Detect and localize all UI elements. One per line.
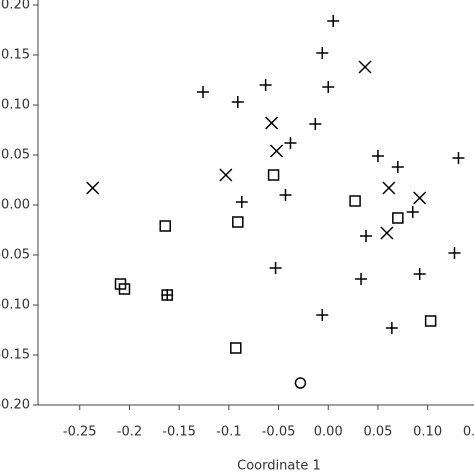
cross-point bbox=[413, 191, 427, 205]
cross-point bbox=[382, 181, 396, 195]
square-point bbox=[267, 169, 280, 181]
plus-point bbox=[316, 47, 329, 59]
square-point bbox=[424, 315, 437, 327]
plus-point bbox=[452, 152, 465, 164]
square-point bbox=[392, 212, 404, 224]
plus-point bbox=[406, 206, 419, 218]
x-tick-label: 0.10 bbox=[413, 425, 442, 440]
x-tick-label: -0.15 bbox=[162, 425, 196, 440]
circle-point bbox=[294, 377, 307, 389]
square-point bbox=[232, 216, 244, 228]
plus-point bbox=[284, 137, 297, 149]
plus-point bbox=[355, 273, 368, 285]
square-point bbox=[230, 342, 242, 354]
x-tick-label: -0.1 bbox=[216, 425, 241, 440]
x-axis-label: Coordinate 1 bbox=[237, 459, 321, 474]
plus-point bbox=[161, 289, 174, 301]
cross-point bbox=[380, 226, 394, 240]
plus-point bbox=[413, 268, 426, 280]
y-tick-label: 0.05 bbox=[1, 148, 30, 163]
y-tick-label: 0.10 bbox=[1, 98, 30, 113]
plus-point bbox=[279, 189, 292, 201]
x-tick-label: 0.00 bbox=[314, 425, 343, 440]
square-point bbox=[159, 220, 171, 232]
y-tick-label: -0.15 bbox=[0, 348, 30, 363]
y-tick-label: -0.20 bbox=[0, 398, 30, 413]
y-tick-label: -0.10 bbox=[0, 298, 30, 313]
cross-point bbox=[270, 144, 284, 158]
plus-point bbox=[259, 79, 272, 91]
x-tick-label: 0.15 bbox=[463, 425, 474, 440]
plot-frame bbox=[37, 0, 474, 406]
x-tick-label: -0.2 bbox=[117, 425, 142, 440]
plus-point bbox=[197, 86, 210, 98]
cross-point bbox=[86, 181, 100, 195]
y-tick-label: 0.00 bbox=[1, 198, 30, 213]
square-point bbox=[161, 289, 173, 301]
y-tick-label: -0.05 bbox=[0, 248, 30, 263]
plus-point bbox=[309, 118, 322, 130]
y-tick-label: 0.20 bbox=[1, 0, 30, 13]
y-tick-label: 0.15 bbox=[1, 48, 30, 63]
plus-point bbox=[235, 196, 248, 208]
cross-point bbox=[219, 168, 233, 182]
plus-point bbox=[448, 247, 461, 259]
plus-point bbox=[231, 96, 244, 108]
plus-point bbox=[371, 150, 384, 162]
plus-point bbox=[391, 161, 404, 173]
plus-point bbox=[360, 230, 373, 242]
cross-point bbox=[265, 116, 279, 130]
plus-point bbox=[322, 81, 335, 93]
plus-point bbox=[269, 262, 282, 274]
cross-point bbox=[358, 60, 372, 74]
plus-point bbox=[385, 322, 398, 334]
plus-point bbox=[316, 309, 329, 321]
x-tick-label: -0.25 bbox=[63, 425, 97, 440]
plus-point bbox=[327, 15, 340, 27]
x-tick-label: 0.05 bbox=[363, 425, 392, 440]
x-tick-label: -0.05 bbox=[262, 425, 296, 440]
square-point bbox=[118, 283, 131, 295]
square-point bbox=[349, 195, 361, 207]
